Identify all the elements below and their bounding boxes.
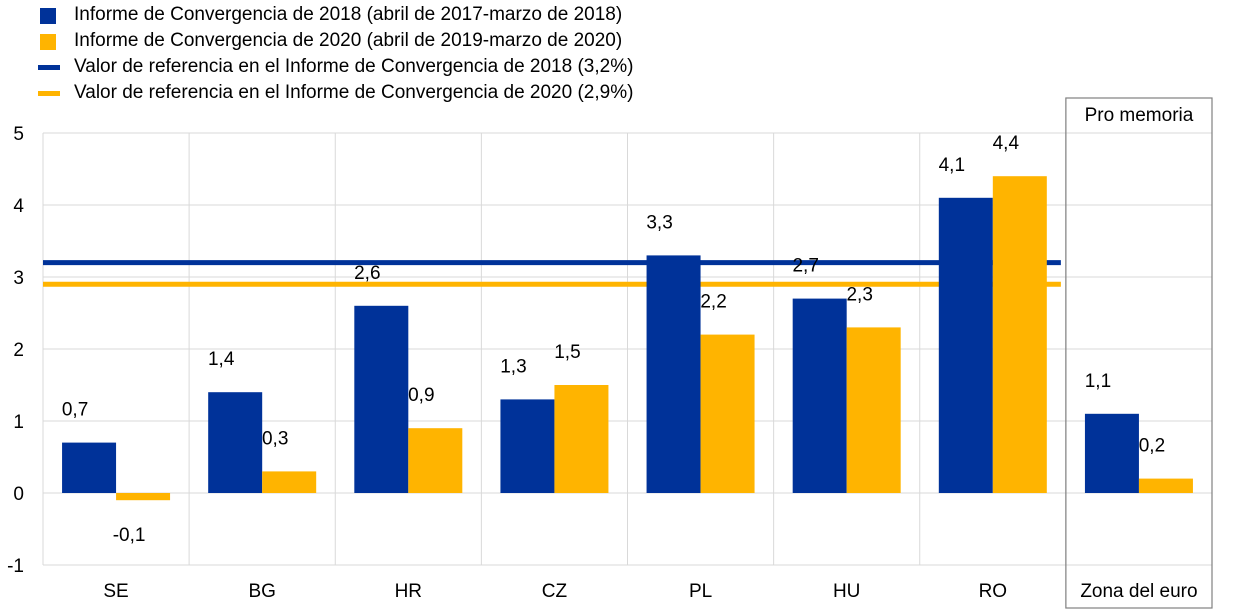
bar-2018: [1084, 413, 1139, 493]
x-tick-label: CZ: [542, 581, 568, 602]
bar-2018: [354, 305, 409, 493]
bar-2018: [646, 255, 701, 493]
x-tick-label: HU: [833, 581, 860, 602]
y-tick-label: 2: [13, 340, 24, 361]
data-label-2020: 0,3: [262, 428, 288, 449]
memo-label: Pro memoria: [1085, 105, 1194, 126]
bar-2020: [846, 327, 901, 493]
data-label-2018: 4,1: [939, 155, 965, 176]
bar-2018: [792, 298, 847, 493]
memo-box: [1065, 97, 1213, 609]
bar-2018: [500, 399, 555, 493]
legend-swatch-ref-2018: [38, 65, 60, 70]
legend-label-2018: Informe de Convergencia de 2018 (abril d…: [74, 4, 623, 25]
x-tick-label: PL: [689, 581, 712, 602]
bar-2020: [262, 471, 317, 493]
data-label-2018: 1,3: [500, 356, 526, 377]
bar-2018: [62, 442, 117, 493]
y-tick-label: 0: [13, 484, 24, 505]
data-label-2018: 1,1: [1085, 371, 1111, 392]
y-tick-label: 5: [13, 124, 24, 145]
bar-2020: [1138, 478, 1193, 493]
legend-label-2020: Informe de Convergencia de 2020 (abril d…: [74, 30, 623, 51]
data-label-2020: -0,1: [113, 525, 146, 546]
x-tick-label: HR: [395, 581, 422, 602]
legend-swatch-2018: [40, 8, 56, 24]
bar-2020: [554, 385, 609, 493]
bar-2020: [700, 334, 755, 493]
bar-2020: [116, 493, 171, 501]
data-label-2020: 0,9: [408, 385, 434, 406]
data-label-2020: 2,3: [846, 284, 872, 305]
legend-swatch-ref-2020: [38, 91, 60, 96]
data-label-2020: 2,2: [700, 292, 726, 313]
data-label-2018: 1,4: [208, 349, 235, 370]
x-tick-label: BG: [248, 581, 275, 602]
x-tick-label: Zona del euro: [1080, 581, 1197, 602]
bar-2020: [408, 428, 463, 493]
data-label-2020: 0,2: [1139, 436, 1165, 457]
y-tick-label: 1: [13, 412, 24, 433]
data-label-2020: 4,4: [993, 133, 1020, 154]
bar-2018: [938, 197, 993, 494]
legend-swatch-2020: [40, 34, 56, 50]
data-label-2018: 3,3: [646, 212, 672, 233]
data-label-2018: 2,7: [792, 256, 818, 277]
y-tick-label: -1: [7, 556, 24, 577]
data-label-2018: 0,7: [62, 400, 88, 421]
x-tick-label: RO: [979, 581, 1008, 602]
legend-label-ref-2020: Valor de referencia en el Informe de Con…: [74, 82, 634, 103]
legend-label-ref-2018: Valor de referencia en el Informe de Con…: [74, 56, 634, 77]
data-label-2018: 2,6: [354, 263, 380, 284]
bar-2020: [992, 176, 1047, 493]
data-label-2020: 1,5: [554, 342, 580, 363]
y-tick-label: 4: [13, 196, 24, 217]
bar-2018: [208, 392, 263, 493]
y-tick-label: 3: [13, 268, 24, 289]
x-tick-label: SE: [103, 581, 128, 602]
